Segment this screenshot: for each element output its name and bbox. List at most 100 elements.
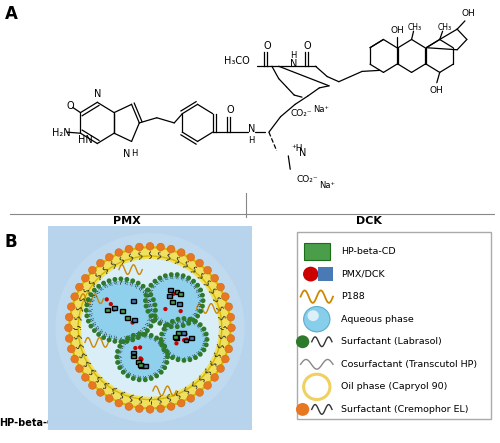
Text: O: O bbox=[226, 105, 234, 114]
Text: N: N bbox=[290, 59, 297, 69]
FancyBboxPatch shape bbox=[318, 267, 333, 281]
Circle shape bbox=[222, 293, 229, 300]
Circle shape bbox=[92, 328, 97, 333]
Circle shape bbox=[115, 360, 120, 365]
FancyBboxPatch shape bbox=[176, 330, 182, 334]
Text: CO₂⁻: CO₂⁻ bbox=[290, 109, 312, 118]
Circle shape bbox=[200, 298, 205, 303]
Circle shape bbox=[193, 355, 198, 360]
FancyBboxPatch shape bbox=[112, 306, 117, 310]
FancyBboxPatch shape bbox=[138, 363, 143, 367]
Circle shape bbox=[82, 373, 89, 381]
Circle shape bbox=[130, 278, 135, 283]
FancyBboxPatch shape bbox=[120, 309, 124, 313]
Circle shape bbox=[88, 266, 96, 274]
Circle shape bbox=[182, 316, 186, 321]
Circle shape bbox=[165, 354, 170, 359]
FancyBboxPatch shape bbox=[174, 335, 178, 339]
Circle shape bbox=[84, 313, 89, 318]
Text: Na⁺: Na⁺ bbox=[314, 105, 330, 114]
Circle shape bbox=[124, 339, 130, 344]
Circle shape bbox=[130, 320, 134, 325]
Text: H₂N: H₂N bbox=[52, 128, 70, 138]
Circle shape bbox=[118, 339, 124, 344]
Text: N: N bbox=[123, 149, 130, 159]
Circle shape bbox=[157, 405, 164, 412]
Circle shape bbox=[195, 314, 200, 319]
Circle shape bbox=[211, 373, 218, 381]
Circle shape bbox=[204, 337, 210, 342]
Circle shape bbox=[196, 389, 203, 396]
Circle shape bbox=[131, 333, 136, 338]
Circle shape bbox=[115, 249, 122, 256]
Text: A: A bbox=[5, 5, 18, 23]
Circle shape bbox=[149, 376, 154, 381]
Circle shape bbox=[146, 242, 154, 250]
Circle shape bbox=[184, 338, 189, 342]
Text: OH: OH bbox=[462, 9, 475, 18]
Circle shape bbox=[140, 332, 145, 337]
Circle shape bbox=[163, 323, 168, 328]
Circle shape bbox=[108, 302, 113, 306]
Circle shape bbox=[88, 381, 96, 389]
Circle shape bbox=[182, 338, 186, 342]
Circle shape bbox=[183, 332, 188, 336]
Circle shape bbox=[152, 313, 158, 318]
Circle shape bbox=[188, 358, 192, 362]
Circle shape bbox=[71, 293, 78, 300]
Circle shape bbox=[198, 352, 202, 357]
Circle shape bbox=[104, 297, 109, 302]
Circle shape bbox=[84, 303, 89, 307]
Circle shape bbox=[145, 328, 150, 333]
Circle shape bbox=[136, 243, 143, 251]
Circle shape bbox=[180, 273, 186, 278]
Circle shape bbox=[86, 319, 91, 323]
Circle shape bbox=[167, 403, 175, 410]
FancyBboxPatch shape bbox=[132, 354, 136, 358]
Circle shape bbox=[204, 381, 212, 389]
Circle shape bbox=[76, 283, 84, 291]
Ellipse shape bbox=[89, 281, 153, 339]
Circle shape bbox=[170, 355, 175, 360]
Text: PMX/DCK: PMX/DCK bbox=[341, 270, 384, 279]
FancyBboxPatch shape bbox=[48, 226, 252, 430]
Circle shape bbox=[126, 335, 130, 340]
Text: H: H bbox=[132, 149, 138, 158]
Circle shape bbox=[153, 308, 158, 313]
Circle shape bbox=[296, 335, 310, 348]
Circle shape bbox=[138, 345, 142, 350]
Circle shape bbox=[148, 314, 154, 319]
Circle shape bbox=[106, 338, 112, 342]
Circle shape bbox=[225, 345, 232, 353]
Circle shape bbox=[175, 324, 180, 329]
Circle shape bbox=[121, 370, 126, 375]
Circle shape bbox=[68, 345, 75, 353]
Circle shape bbox=[188, 317, 192, 322]
Circle shape bbox=[145, 288, 150, 292]
Circle shape bbox=[165, 352, 170, 357]
Circle shape bbox=[118, 365, 122, 370]
Circle shape bbox=[180, 323, 186, 328]
Circle shape bbox=[159, 339, 164, 344]
Circle shape bbox=[84, 308, 88, 313]
Text: Cosurfactant (Transcutol HP): Cosurfactant (Transcutol HP) bbox=[341, 360, 477, 369]
Circle shape bbox=[151, 319, 156, 323]
Ellipse shape bbox=[68, 245, 232, 410]
Circle shape bbox=[182, 358, 186, 363]
Circle shape bbox=[154, 373, 159, 378]
Circle shape bbox=[66, 313, 73, 321]
Circle shape bbox=[158, 337, 164, 342]
Circle shape bbox=[96, 284, 101, 289]
Circle shape bbox=[71, 355, 78, 363]
Circle shape bbox=[176, 317, 180, 322]
Circle shape bbox=[227, 334, 234, 342]
Ellipse shape bbox=[148, 276, 201, 325]
Circle shape bbox=[200, 303, 205, 308]
Text: O: O bbox=[304, 41, 312, 51]
Circle shape bbox=[200, 293, 205, 298]
Circle shape bbox=[228, 324, 235, 332]
Circle shape bbox=[92, 288, 97, 292]
Ellipse shape bbox=[81, 259, 219, 397]
Circle shape bbox=[227, 313, 234, 321]
FancyBboxPatch shape bbox=[174, 290, 180, 294]
